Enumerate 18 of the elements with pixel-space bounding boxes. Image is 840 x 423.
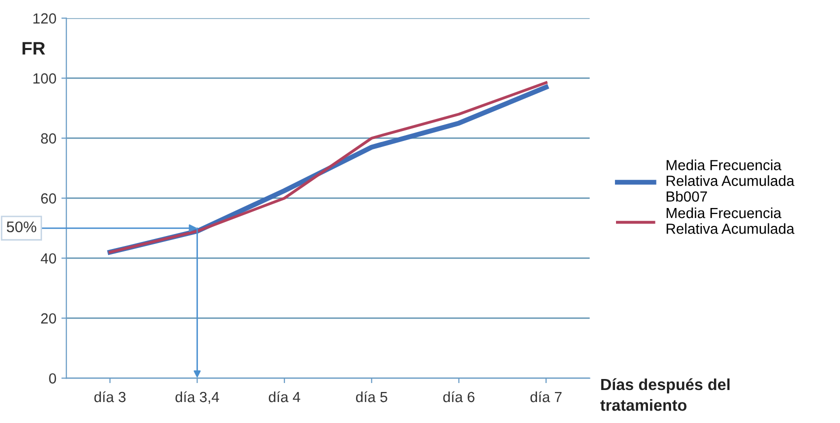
y-tick-label: 120 [33, 13, 56, 24]
x-tick-label: día 5 [356, 391, 388, 402]
y-tick-label: 0 [49, 373, 56, 384]
legend-label: Media Frecuencia Relativa Acumulada [666, 207, 794, 234]
y-tick-label: 60 [41, 193, 56, 204]
x-axis-title: Días después del tratamiento [600, 378, 730, 411]
y-axis-title: FR [22, 42, 46, 55]
annotation: 50% [6, 221, 36, 232]
x-tick-label: día 3,4 [176, 391, 220, 404]
y-tick-label: 20 [41, 313, 56, 324]
x-tick-label: día 6 [443, 391, 474, 402]
x-tick-label: día 3 [94, 391, 126, 402]
legend-label: Media Frecuencia Relativa Acumulada Bb007 [666, 160, 794, 202]
x-tick-label: día 4 [268, 391, 300, 402]
y-tick-label: 100 [33, 73, 56, 84]
y-tick-label: 80 [41, 133, 56, 144]
y-tick-label: 40 [40, 253, 56, 264]
x-tick-label: día 7 [530, 391, 562, 402]
